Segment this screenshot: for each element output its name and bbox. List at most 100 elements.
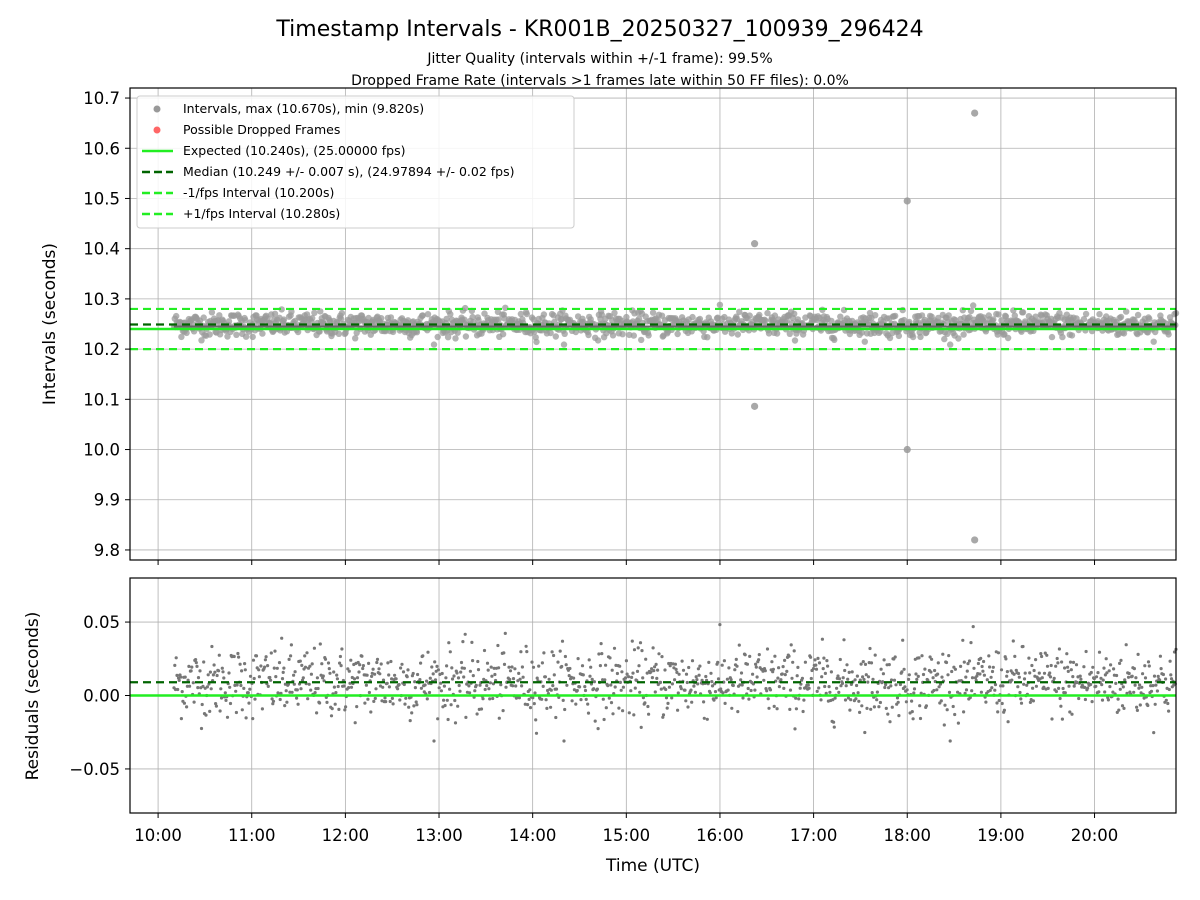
residual-point xyxy=(470,640,474,645)
residual-point xyxy=(453,721,458,725)
residual-point xyxy=(815,689,819,694)
residual-point xyxy=(235,683,239,687)
residual-point xyxy=(479,707,484,711)
residual-point xyxy=(398,698,402,702)
residual-point xyxy=(487,687,491,691)
residual-point xyxy=(684,699,688,703)
residual-point xyxy=(884,706,888,711)
residual-point xyxy=(179,717,183,721)
intervals-y-tick-label-8: 10.6 xyxy=(83,139,120,158)
residual-point xyxy=(491,696,495,701)
residual-point xyxy=(835,686,839,690)
residual-point xyxy=(312,646,316,650)
residual-point xyxy=(188,684,192,688)
residual-point xyxy=(445,698,449,702)
residual-point xyxy=(1016,685,1020,689)
residual-point xyxy=(1118,687,1122,691)
residual-point xyxy=(257,668,261,672)
residual-point xyxy=(473,689,477,693)
residual-point xyxy=(300,678,305,682)
residual-point xyxy=(309,672,313,676)
residual-point xyxy=(980,664,984,669)
residual-point xyxy=(604,663,608,667)
residual-point xyxy=(1054,664,1058,668)
residual-point xyxy=(1146,703,1150,708)
residual-point xyxy=(740,683,744,687)
residual-point xyxy=(415,703,419,707)
interval-outlier-point-5 xyxy=(971,536,979,544)
residual-point xyxy=(859,662,863,666)
residual-point xyxy=(1100,683,1104,687)
residual-point xyxy=(1097,650,1102,654)
residual-point xyxy=(650,676,655,680)
residual-point xyxy=(463,632,467,636)
residual-point xyxy=(657,652,661,656)
residual-point xyxy=(355,705,359,709)
residual-point xyxy=(854,697,858,701)
residual-point xyxy=(1019,701,1024,705)
residual-point xyxy=(832,725,836,729)
residual-point xyxy=(497,716,501,720)
residual-point xyxy=(583,688,588,693)
residual-point xyxy=(191,681,195,685)
residual-point xyxy=(829,670,834,674)
residual-point xyxy=(820,637,825,641)
residual-point xyxy=(790,676,794,680)
residual-point xyxy=(1135,705,1139,709)
residual-point xyxy=(713,690,718,694)
residual-point xyxy=(993,688,997,692)
residual-point xyxy=(853,678,857,682)
residual-point xyxy=(214,704,218,708)
residual-point xyxy=(534,718,538,722)
residual-point xyxy=(879,667,883,671)
residual-point xyxy=(315,676,319,680)
interval-point xyxy=(947,341,954,348)
residual-point xyxy=(511,684,515,688)
residual-point xyxy=(618,664,622,668)
residual-point xyxy=(970,689,974,693)
residual-point xyxy=(702,700,706,704)
residual-point xyxy=(902,667,906,671)
interval-point xyxy=(462,304,469,312)
residual-point xyxy=(1149,689,1154,693)
residual-point xyxy=(1067,684,1071,688)
residual-point xyxy=(497,666,501,670)
interval-point xyxy=(791,310,798,317)
residual-point xyxy=(609,701,614,705)
residual-point xyxy=(370,674,374,679)
residual-point xyxy=(716,677,721,681)
residual-point xyxy=(387,685,391,689)
residual-point xyxy=(443,703,447,708)
residual-point xyxy=(309,688,313,692)
residual-point xyxy=(772,704,776,709)
residual-point xyxy=(1010,678,1014,682)
residual-point xyxy=(206,673,210,677)
interval-point xyxy=(249,333,256,341)
residual-point xyxy=(407,705,411,709)
residual-point xyxy=(947,654,951,658)
residual-point xyxy=(418,678,422,682)
residual-point xyxy=(210,644,214,649)
residual-point xyxy=(1169,677,1174,681)
residual-point xyxy=(783,658,787,663)
residual-point xyxy=(1077,696,1081,701)
residual-point xyxy=(953,712,957,717)
interval-point xyxy=(900,316,908,324)
residual-point xyxy=(881,672,886,676)
residual-point xyxy=(641,676,645,680)
interval-point xyxy=(783,317,790,324)
residual-point xyxy=(474,683,478,687)
interval-point xyxy=(560,341,568,348)
residual-point xyxy=(864,673,868,677)
residual-point xyxy=(295,696,299,700)
residual-point xyxy=(476,668,481,672)
residual-point xyxy=(710,684,715,688)
residual-point xyxy=(367,690,371,695)
interval-point xyxy=(642,313,649,320)
residual-point xyxy=(1083,697,1087,702)
interval-point xyxy=(452,335,459,342)
residual-point xyxy=(260,707,264,711)
legend-entry-plus-one: +1/fps Interval (10.280s) xyxy=(183,206,340,221)
residual-point xyxy=(889,678,894,682)
residual-point xyxy=(310,662,314,666)
